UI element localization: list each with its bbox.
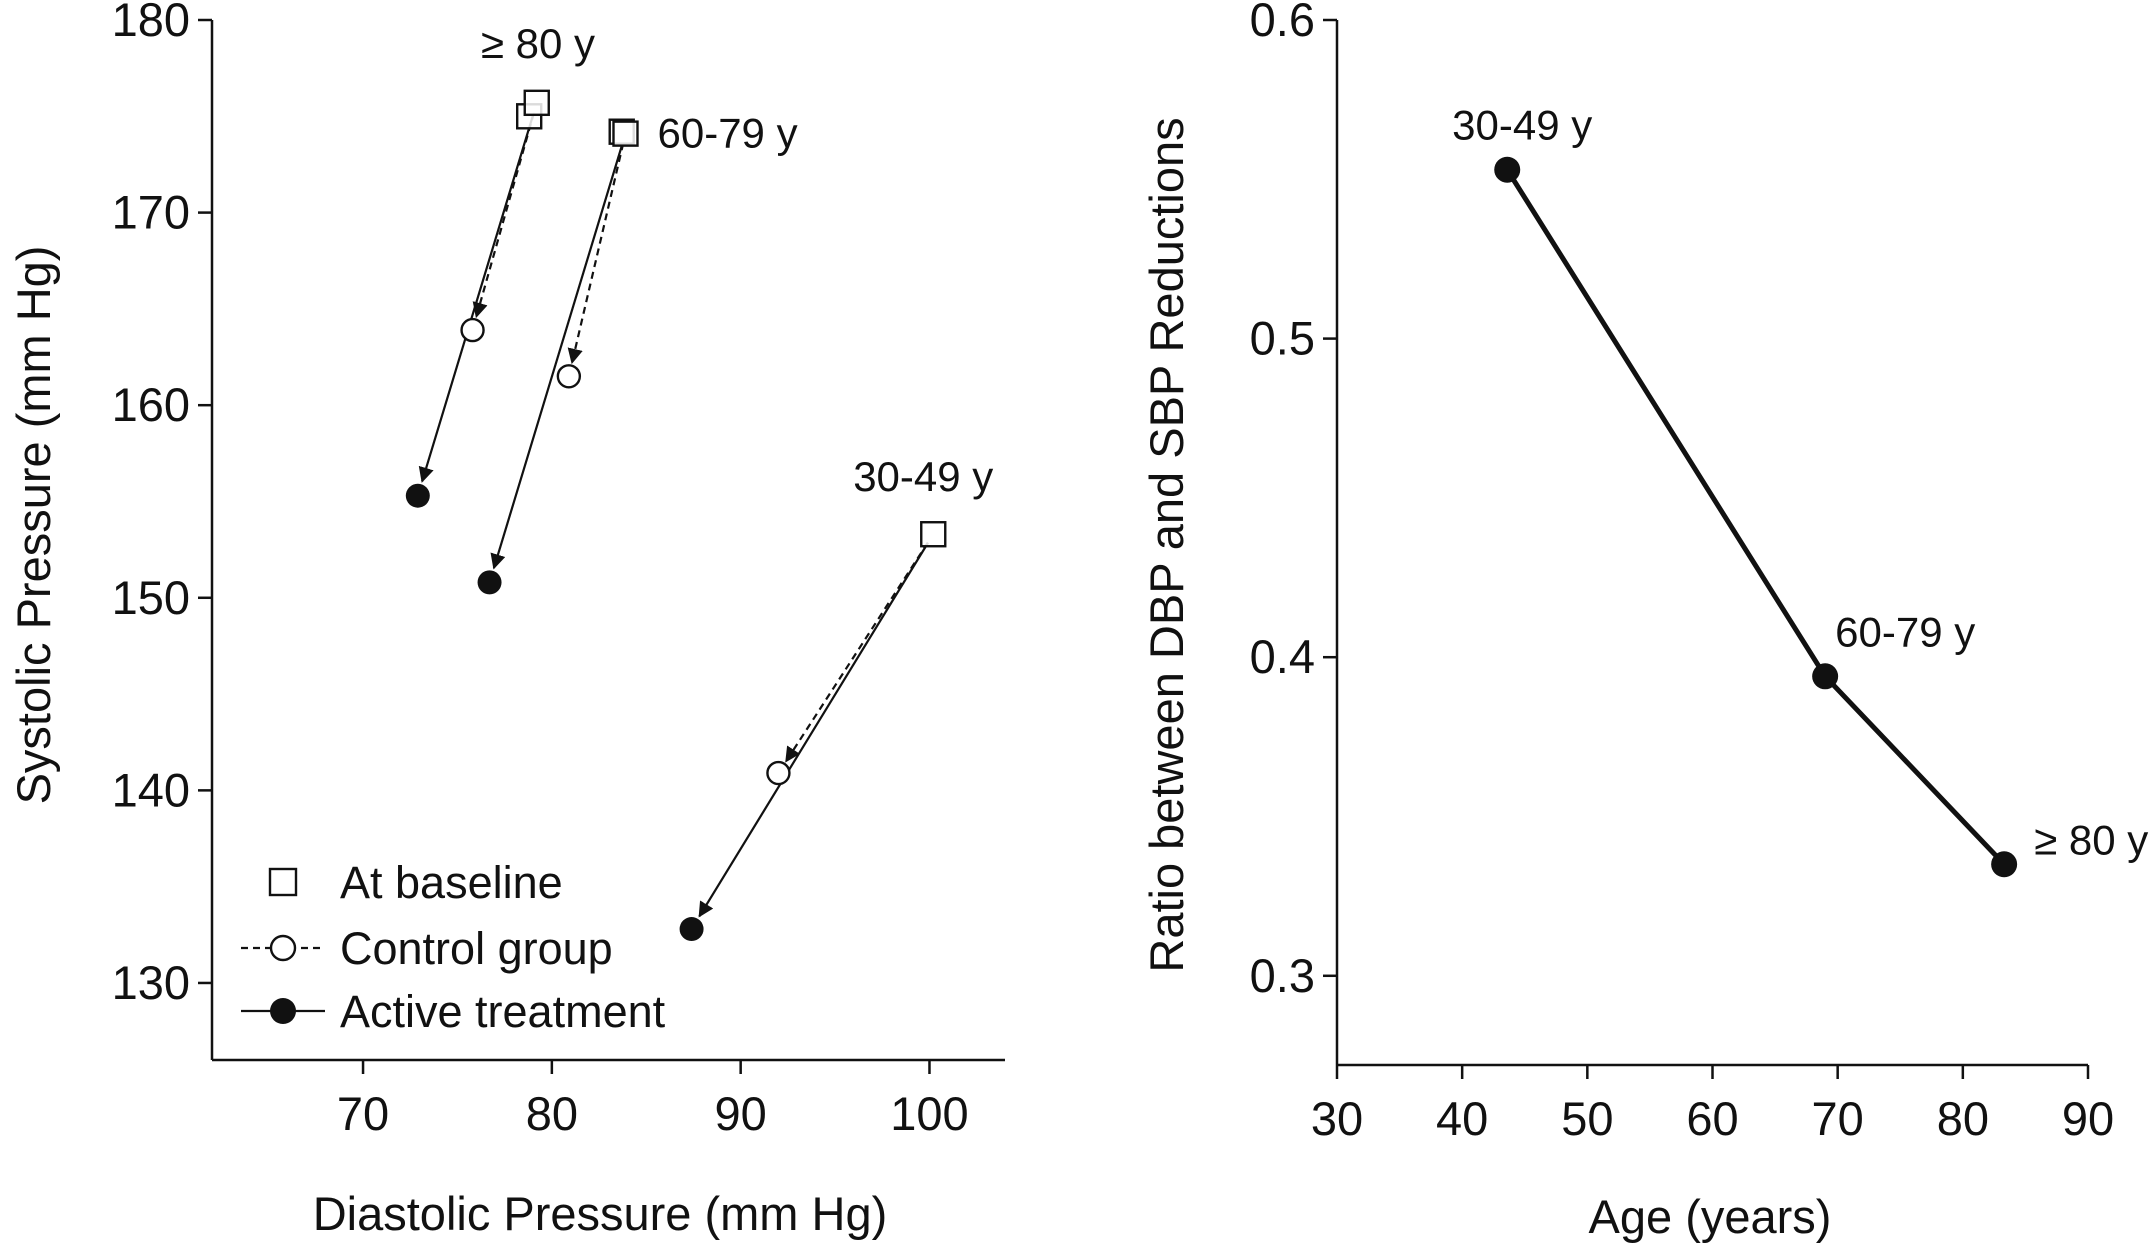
right-y-tick-label: 0.6 xyxy=(1250,0,1315,46)
active-arrow-0 xyxy=(418,112,535,483)
right-x-tick-label: 90 xyxy=(2062,1092,2114,1145)
baseline-square-marker xyxy=(612,120,639,147)
right-x-tick-label: 80 xyxy=(1937,1092,1989,1145)
control-circle-marker xyxy=(766,760,791,786)
left-plot-marks: ≥ 80 y 60-79 y 30-49 y xyxy=(405,20,993,942)
right-x-ticks: 30 40 50 60 70 80 90 xyxy=(1311,1065,2114,1145)
left-y-tick-label: 130 xyxy=(112,956,190,1009)
left-x-axis-title: Diastolic Pressure (mm Hg) xyxy=(313,1187,888,1240)
left-y-tick-label: 160 xyxy=(112,378,190,431)
legend-square-marker xyxy=(268,867,298,897)
active-filled-marker xyxy=(679,917,704,942)
active-arrow-1 xyxy=(490,142,624,570)
left-y-tick-label: 140 xyxy=(112,763,190,816)
ratio-point-label: ≥ 80 y xyxy=(2034,816,2148,863)
left-y-tick-label: 150 xyxy=(112,571,190,624)
left-x-ticks: 70 80 90 100 xyxy=(337,1060,969,1140)
control-arrow-1 xyxy=(567,143,625,365)
left-axes xyxy=(210,20,1005,1062)
legend-label: Active treatment xyxy=(340,986,666,1037)
right-x-axis-title: Age (years) xyxy=(1589,1190,1832,1243)
left-y-ticks: 130 140 150 160 170 180 xyxy=(112,0,212,1009)
legend-open-circle-marker xyxy=(269,934,297,962)
right-x-tick-label: 30 xyxy=(1311,1092,1363,1145)
baseline-square-marker xyxy=(523,89,550,117)
right-axes xyxy=(1335,20,2088,1067)
right-y-tick-label: 0.3 xyxy=(1250,949,1315,1002)
right-plot-marks: 30-49 y 60-79 y ≥ 80 y xyxy=(1452,102,2148,878)
left-x-tick-label: 100 xyxy=(890,1087,968,1140)
right-x-tick-label: 60 xyxy=(1686,1092,1738,1145)
ratio-point-marker xyxy=(1991,851,2018,878)
left-y-tick-label: 170 xyxy=(112,186,190,239)
right-x-tick-label: 40 xyxy=(1436,1092,1488,1145)
active-filled-marker xyxy=(405,483,430,508)
right-y-tick-label: 0.5 xyxy=(1250,312,1315,365)
baseline-square-marker xyxy=(920,521,947,548)
left-x-tick-label: 70 xyxy=(337,1087,389,1140)
control-arrow-2 xyxy=(785,542,929,763)
left-group-label: 60-79 y xyxy=(657,110,797,157)
left-x-tick-label: 80 xyxy=(526,1087,578,1140)
active-filled-marker xyxy=(477,570,502,595)
ratio-point-marker xyxy=(1812,663,1839,690)
right-y-ticks: 0.3 0.4 0.5 0.6 xyxy=(1250,0,1337,1002)
right-panel-ratio-line: 0.30.40.50.6 30 40 50 60 70 80 90 Age (years) … xyxy=(1140,0,2148,1243)
control-circle-marker xyxy=(556,364,582,389)
right-x-tick-label: 70 xyxy=(1812,1092,1864,1145)
right-x-tick-label: 50 xyxy=(1561,1092,1613,1145)
right-y-axis-title: Ratio between DBP and SBP Reductions xyxy=(1140,117,1193,972)
legend-label: Control group xyxy=(340,923,613,974)
left-x-tick-label: 90 xyxy=(715,1087,767,1140)
left-panel-bp-scatter: 130 140 150 160 170 180 70 80 90 100 Diastolic P… xyxy=(7,0,1005,1240)
ratio-point-marker xyxy=(1494,156,1521,183)
ratio-point-label: 60-79 y xyxy=(1835,608,1975,655)
control-circle-marker xyxy=(460,317,485,343)
left-group-label: 30-49 y xyxy=(853,453,993,500)
ratio-point-label: 30-49 y xyxy=(1452,102,1592,149)
left-legend: At baseline Control group Active treatment xyxy=(241,857,666,1037)
left-y-tick-label: 180 xyxy=(112,0,190,46)
legend-filled-circle-marker xyxy=(270,998,296,1024)
left-group-label: ≥ 80 y xyxy=(481,20,595,67)
ratio-series-line xyxy=(1505,168,2006,867)
left-y-axis-title: Systolic Pressure (mm Hg) xyxy=(7,246,60,805)
active-arrow-2 xyxy=(698,542,929,918)
right-y-tick-label: 0.4 xyxy=(1250,630,1315,683)
legend-label: At baseline xyxy=(340,857,563,908)
